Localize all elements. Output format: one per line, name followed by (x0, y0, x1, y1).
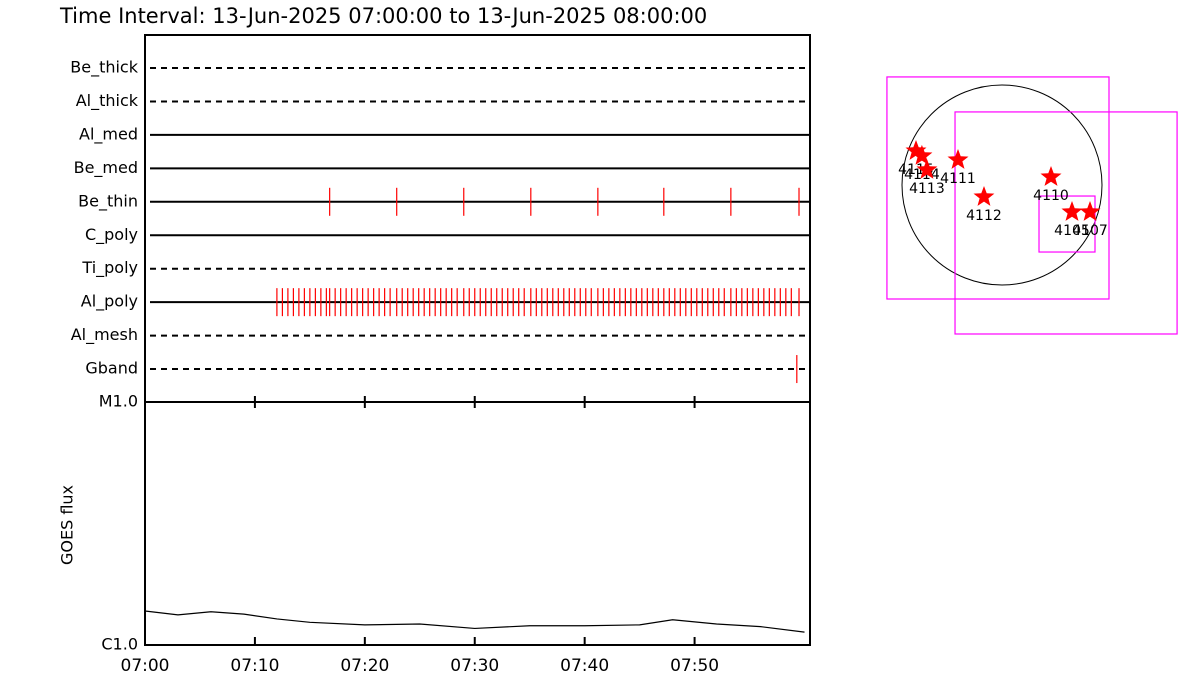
region-star (1061, 201, 1083, 221)
fov-box (886, 76, 1110, 300)
region-star (1040, 166, 1062, 186)
x-tick-label: 07:40 (560, 656, 609, 676)
region-label: 4105 (1054, 223, 1090, 239)
row-label: Al_poly (81, 292, 138, 312)
region-star (916, 158, 938, 179)
y-tick-label: C1.0 (101, 635, 138, 654)
region-star (905, 140, 927, 160)
row-label: Be_thick (70, 58, 138, 78)
row-label: Al_mesh (71, 325, 138, 345)
fov-box (954, 111, 1178, 335)
row-label: Gband (85, 359, 138, 378)
region-label: 4107 (1072, 223, 1108, 239)
region-label: 4111 (940, 171, 976, 187)
fov-box (1038, 195, 1096, 253)
y-axis-label: GOES flux (58, 485, 77, 565)
chart-title: Time Interval: 13-Jun-2025 07:00:00 to 1… (59, 4, 707, 28)
row-label: Al_med (79, 124, 138, 144)
x-tick-label: 07:20 (340, 656, 389, 676)
x-tick-label: 07:10 (230, 656, 279, 676)
row-label: Be_med (74, 158, 138, 178)
x-tick-label: 07:30 (450, 656, 499, 676)
x-tick-label: 07:00 (121, 656, 170, 676)
row-label: C_poly (85, 225, 138, 245)
region-star (1079, 201, 1101, 221)
region-label: 4113 (909, 181, 945, 197)
row-label: Be_thin (78, 191, 138, 211)
plot-frame (144, 34, 811, 646)
region-label: 4112 (966, 208, 1002, 224)
region-star (911, 144, 933, 165)
y-tick-label: M1.0 (99, 392, 138, 411)
row-label: Ti_poly (81, 258, 138, 278)
x-tick-label: 07:50 (670, 656, 719, 676)
region-star (947, 149, 969, 169)
row-label: Al_thick (76, 91, 139, 111)
solar-disk (901, 84, 1103, 286)
region-label: 4110 (1033, 188, 1069, 204)
region-star (973, 186, 995, 206)
goes-line (144, 610, 805, 633)
